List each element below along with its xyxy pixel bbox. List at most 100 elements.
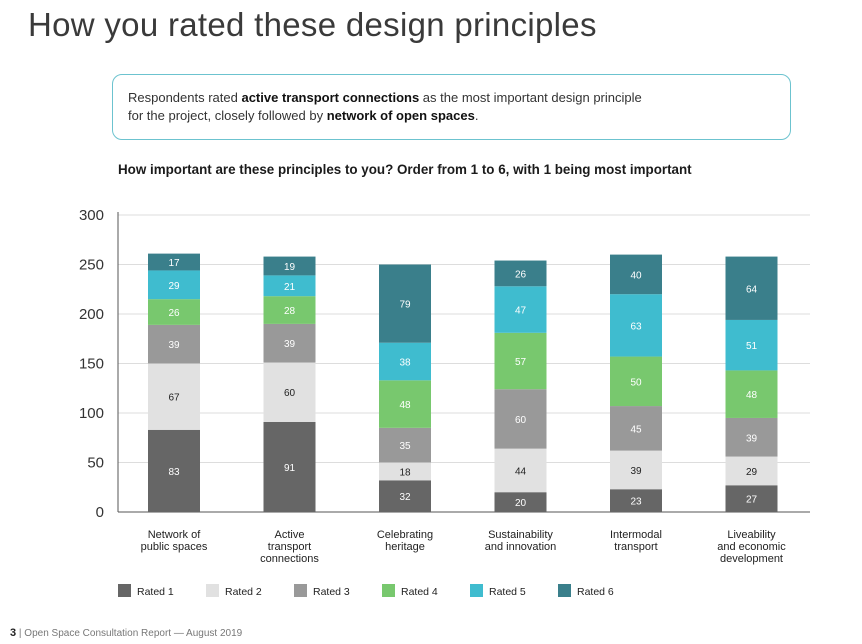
legend-swatch bbox=[118, 584, 131, 597]
callout-text-4: . bbox=[474, 108, 479, 123]
callout-text-3: for the project, closely followed by bbox=[128, 108, 327, 123]
data-label: 19 bbox=[284, 262, 296, 273]
bar-segment bbox=[494, 389, 547, 449]
data-label: 60 bbox=[515, 415, 527, 426]
data-label: 39 bbox=[168, 340, 180, 351]
data-label: 32 bbox=[399, 492, 411, 503]
bar-segment bbox=[263, 275, 316, 297]
legend-label: Rated 4 bbox=[401, 586, 438, 598]
bar-segment bbox=[725, 485, 778, 512]
data-label: 29 bbox=[168, 281, 180, 292]
bar-segment bbox=[610, 406, 662, 451]
bar-segment bbox=[494, 286, 547, 333]
page-footer: 3 | Open Space Consultation Report — Aug… bbox=[10, 627, 242, 639]
x-category-label: public spaces bbox=[141, 541, 208, 553]
legend-swatch bbox=[470, 584, 483, 597]
data-label: 79 bbox=[399, 300, 411, 311]
x-category-label: connections bbox=[260, 553, 319, 565]
data-label: 63 bbox=[630, 321, 642, 332]
bar-segment bbox=[148, 299, 200, 325]
bar-segment bbox=[610, 489, 662, 512]
bar-segment bbox=[148, 253, 200, 271]
bar-segment bbox=[379, 342, 431, 381]
x-category-label: Sustainability bbox=[488, 529, 553, 541]
data-label: 45 bbox=[630, 424, 642, 435]
data-label: 39 bbox=[630, 466, 642, 477]
bar-segment bbox=[379, 427, 431, 463]
data-label: 40 bbox=[630, 270, 642, 281]
data-label: 29 bbox=[746, 467, 758, 478]
y-tick-label: 150 bbox=[79, 356, 104, 373]
bar-segment bbox=[148, 429, 200, 512]
data-label: 64 bbox=[746, 284, 758, 295]
stacked-bar-chart: 0 50 100 150 200 250 300 83 67 39 26 29 17 Network of… bbox=[79, 207, 810, 598]
bar-segment bbox=[494, 260, 547, 287]
legend-swatch bbox=[382, 584, 395, 597]
data-label: 17 bbox=[168, 258, 180, 269]
data-label: 48 bbox=[399, 400, 411, 411]
data-label: 47 bbox=[515, 306, 527, 317]
y-tick-label: 250 bbox=[79, 257, 104, 274]
bar-segment bbox=[148, 324, 200, 364]
x-category-label: transport bbox=[268, 541, 311, 553]
data-label: 26 bbox=[515, 269, 527, 280]
callout-bold-2: network of open spaces bbox=[326, 108, 475, 123]
legend-swatch bbox=[206, 584, 219, 597]
x-category-label: development bbox=[720, 553, 783, 565]
x-category-label: Liveability bbox=[727, 529, 776, 541]
page-title: How you rated these design principles bbox=[28, 6, 597, 43]
chart-question: How important are these principles to yo… bbox=[118, 162, 692, 177]
bar-segment bbox=[725, 417, 778, 457]
x-category-label: and innovation bbox=[485, 541, 557, 553]
data-label: 27 bbox=[746, 495, 758, 506]
footer-text: Open Space Consultation Report — August … bbox=[24, 628, 243, 639]
data-label: 51 bbox=[746, 341, 758, 352]
data-label: 28 bbox=[284, 306, 296, 317]
x-category-label: heritage bbox=[385, 541, 425, 553]
bar-segment bbox=[610, 254, 662, 295]
data-label: 83 bbox=[168, 467, 180, 478]
y-tick-label: 50 bbox=[87, 455, 104, 472]
bar-segment bbox=[379, 380, 431, 428]
data-label: 67 bbox=[168, 393, 180, 404]
data-label: 35 bbox=[399, 441, 411, 452]
bar-segment bbox=[494, 492, 547, 512]
callout-text-1: Respondents rated bbox=[128, 90, 242, 105]
bar-segment bbox=[263, 323, 316, 363]
footer-separator: | bbox=[18, 628, 22, 639]
page-number: 3 bbox=[10, 627, 17, 639]
bar-segment bbox=[610, 356, 662, 407]
x-category-label: Network of bbox=[148, 529, 202, 541]
bar-segment bbox=[610, 450, 662, 490]
bar-segment bbox=[148, 363, 200, 430]
x-category-label: transport bbox=[614, 541, 657, 553]
bar-segment bbox=[148, 270, 200, 300]
data-label: 39 bbox=[746, 433, 758, 444]
bar-segment bbox=[263, 296, 316, 324]
data-label: 50 bbox=[630, 377, 642, 388]
y-tick-label: 300 bbox=[79, 207, 104, 224]
data-label: 23 bbox=[630, 497, 642, 508]
legend-label: Rated 3 bbox=[313, 586, 350, 598]
x-category-label: Active bbox=[275, 529, 305, 541]
legend-label: Rated 2 bbox=[225, 586, 262, 598]
bar-segment bbox=[725, 319, 778, 371]
bar-segment bbox=[725, 456, 778, 486]
legend-swatch bbox=[558, 584, 571, 597]
y-tick-label: 100 bbox=[79, 405, 104, 422]
bar-segment bbox=[725, 256, 778, 320]
data-label: 91 bbox=[284, 463, 296, 474]
data-label: 18 bbox=[399, 467, 411, 478]
bar-segment bbox=[379, 462, 431, 481]
bar-segment bbox=[610, 294, 662, 357]
legend-label: Rated 1 bbox=[137, 586, 174, 598]
summary-callout: Respondents rated active transport conne… bbox=[112, 74, 791, 140]
data-label: 60 bbox=[284, 388, 296, 399]
data-label: 48 bbox=[746, 390, 758, 401]
data-label: 57 bbox=[515, 357, 527, 368]
y-tick-label: 200 bbox=[79, 306, 104, 323]
data-label: 26 bbox=[168, 308, 180, 319]
data-label: 21 bbox=[284, 282, 296, 293]
legend-label: Rated 6 bbox=[577, 586, 614, 598]
callout-text-2: as the most important design principle bbox=[419, 90, 642, 105]
